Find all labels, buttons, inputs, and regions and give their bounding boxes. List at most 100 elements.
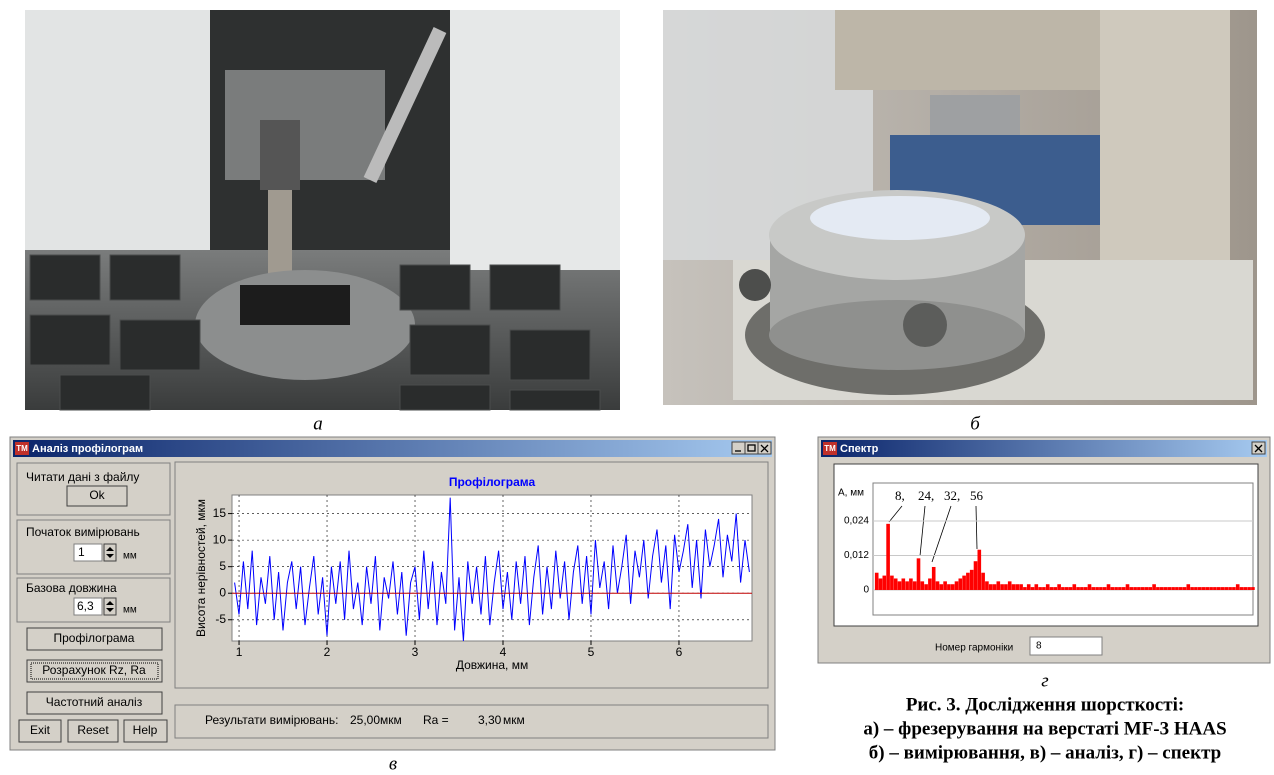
y-tick-label: 5 [219, 559, 226, 573]
bar [1004, 584, 1008, 590]
bar [1216, 587, 1221, 590]
y-tick-label: 0,012 [844, 550, 869, 561]
bar [1167, 587, 1172, 590]
bar [977, 549, 982, 590]
button[interactable] [26, 627, 163, 651]
x-tick-label: 6 [676, 645, 683, 659]
bar [1178, 587, 1183, 590]
bar [1186, 584, 1191, 590]
bar [1102, 587, 1107, 590]
bar [1019, 584, 1023, 590]
bar [1042, 587, 1046, 590]
y-tick-label: 0,024 [844, 516, 869, 527]
bar [905, 581, 909, 590]
y-tick-label: 15 [213, 506, 227, 520]
bar [958, 578, 963, 590]
bar [1156, 587, 1160, 590]
button-label: Профілограма [54, 631, 135, 645]
bar [1235, 584, 1240, 590]
bar [1080, 587, 1084, 590]
label: Читати дані з файлу [26, 470, 139, 484]
y-axis-label: Висота нерівностей, мкм [194, 499, 208, 637]
bar [939, 584, 944, 590]
bar [882, 575, 887, 590]
bar [897, 581, 902, 590]
bar [1205, 587, 1210, 590]
bar [920, 581, 925, 590]
button-label: Reset [77, 723, 109, 737]
panel-label: г [1041, 670, 1048, 691]
window-title: Спектр [840, 443, 879, 455]
button[interactable] [123, 719, 168, 743]
bar [1129, 587, 1134, 590]
bar [1015, 584, 1020, 590]
bar [1049, 587, 1054, 590]
app-icon: TM [824, 444, 836, 453]
chart-title: Профілограма [449, 475, 536, 489]
bar [1232, 587, 1236, 590]
button[interactable] [26, 659, 163, 683]
bar [954, 581, 959, 590]
spectrum-window [817, 436, 1271, 664]
unit: мм [123, 605, 137, 616]
caption-line: б) – вимірювання, в) – аналіз, г) – спек… [869, 742, 1221, 763]
input[interactable] [73, 543, 103, 562]
bar [1159, 587, 1164, 590]
bar [947, 584, 951, 590]
bar [1045, 584, 1050, 590]
y-tick-label: 10 [213, 532, 227, 546]
bar [962, 575, 966, 590]
ok-button[interactable] [66, 485, 128, 507]
bar [1201, 587, 1206, 590]
bar [1057, 584, 1061, 590]
annotation: 8, [895, 488, 905, 503]
y-tick-label: 0 [863, 585, 869, 596]
input[interactable] [73, 597, 103, 616]
input[interactable] [1029, 636, 1103, 656]
bar [1030, 587, 1035, 590]
annotation: 24, [918, 488, 934, 503]
button-label: Exit [30, 723, 51, 737]
bar [935, 581, 940, 590]
bar [909, 578, 913, 590]
results-value: 3,30 [478, 713, 502, 727]
y-tick-label: -5 [215, 612, 226, 626]
button-label: Розрахунок Rz, Ra [42, 663, 146, 677]
bar [1140, 587, 1145, 590]
bar [924, 584, 928, 590]
panel-label: а [313, 413, 323, 434]
window-title: Аналіз профілограм [32, 443, 143, 455]
bar [1091, 587, 1096, 590]
button[interactable] [26, 691, 163, 715]
bar [1076, 587, 1080, 590]
button[interactable] [67, 719, 119, 743]
bar [1171, 587, 1175, 590]
bar [1007, 581, 1012, 590]
bar [1072, 584, 1077, 590]
input-value: 1 [78, 545, 85, 559]
bar [1220, 587, 1225, 590]
bar [1243, 587, 1248, 590]
bar [1038, 587, 1042, 590]
bar [1118, 587, 1122, 590]
button[interactable] [18, 719, 62, 743]
bar [966, 572, 970, 590]
caption-line: Рис. 3. Дослідження шорсткості: [906, 694, 1184, 715]
bar [1194, 587, 1198, 590]
bar [985, 581, 989, 590]
bar [890, 575, 894, 590]
input-value: 8 [1036, 641, 1042, 652]
bar [1213, 587, 1217, 590]
unit: мм [123, 551, 137, 562]
label: Номер гармоніки [935, 643, 1013, 654]
bar [1106, 584, 1111, 590]
bar [1034, 584, 1039, 590]
bar [1099, 587, 1103, 590]
bar [1064, 587, 1069, 590]
bar [1023, 587, 1027, 590]
bar [1190, 587, 1194, 590]
bar [1061, 587, 1065, 590]
button-label: Частотний аналіз [46, 695, 143, 709]
